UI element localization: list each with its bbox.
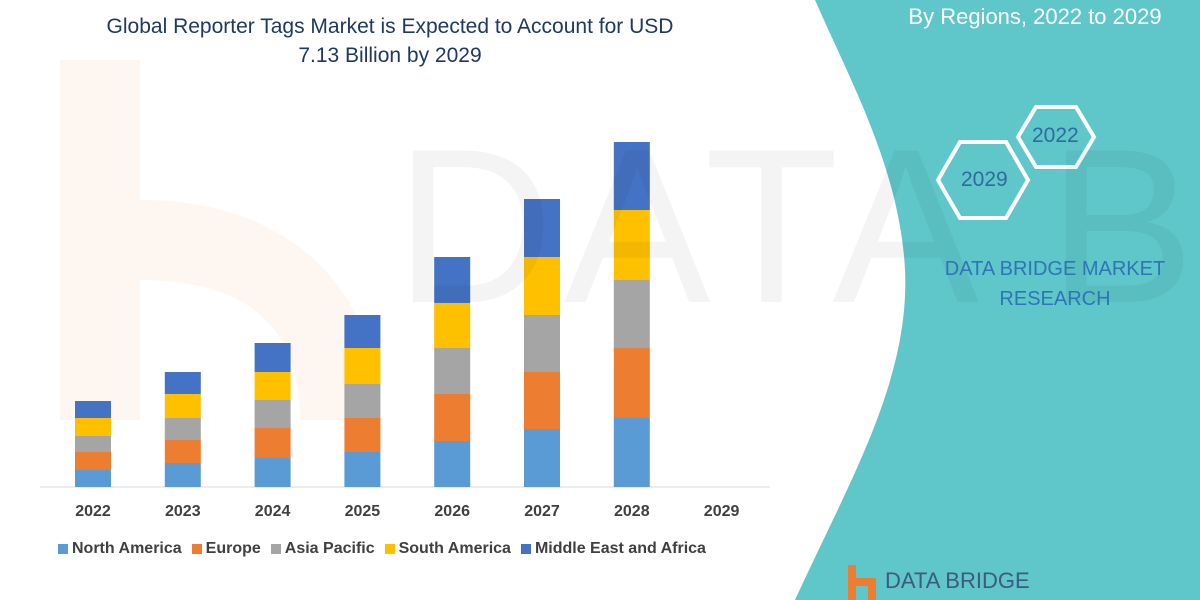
- x-tick-label: 2029: [703, 503, 740, 520]
- legend-item: North America: [58, 540, 182, 558]
- bar-segment-2027-south-america: [524, 257, 560, 315]
- bar-segment-2026-europe: [434, 394, 471, 441]
- legend-swatch: [384, 544, 395, 554]
- bars-group: [75, 142, 650, 487]
- legend-label: Middle East and Africa: [534, 540, 706, 557]
- brand-text: DATA BRIDGE MARKET RESEARCH: [925, 254, 1185, 314]
- bar-segment-2027-europe: [524, 372, 560, 429]
- brand-line-2: RESEARCH: [999, 288, 1111, 310]
- bar-segment-2023-north-america: [164, 463, 201, 487]
- bar-segment-2022-middle-east-and-africa: [75, 401, 111, 418]
- x-tick-label: 2026: [434, 503, 470, 520]
- x-tick-label: 2027: [524, 503, 560, 520]
- legend-swatch: [58, 544, 68, 554]
- bar-segment-2025-north-america: [344, 452, 381, 487]
- title-line-2: 7.13 Billion by 2029: [298, 44, 482, 67]
- bar-segment-2026-asia-pacific: [434, 348, 471, 394]
- x-tick-label: 2024: [254, 503, 291, 520]
- hexagon-2022: [1015, 105, 1097, 169]
- logo-text: DATA BRIDGE: [885, 568, 1030, 593]
- watermark-text: DATA BRIDGE: [395, 100, 1200, 353]
- bar-segment-2026-south-america: [434, 303, 471, 348]
- bar-segment-2022-south-america: [75, 418, 111, 436]
- legend: North America Europe Asia Pacific South Ame…: [58, 540, 706, 558]
- x-tick-label: 2025: [344, 503, 381, 520]
- bar-segment-2028-europe: [613, 348, 650, 418]
- legend-item: Middle East and Africa: [520, 540, 706, 558]
- legend-label: Europe: [205, 540, 261, 557]
- x-tick-label: 2028: [614, 503, 650, 520]
- legend-label: North America: [72, 540, 182, 557]
- bar-segment-2024-north-america: [254, 458, 291, 487]
- bar-segment-2026-middle-east-and-africa: [434, 257, 471, 303]
- bar-segment-2025-south-america: [344, 348, 381, 384]
- bar-segment-2025-middle-east-and-africa: [344, 315, 381, 348]
- teal-panel: [795, 0, 1200, 600]
- bar-segment-2022-north-america: [75, 470, 111, 487]
- hex-label-2029: 2029: [961, 168, 1008, 191]
- legend-label: Asia Pacific: [284, 540, 375, 557]
- hexagon-2029: [935, 140, 1031, 220]
- logo-icon: [848, 565, 876, 600]
- legend-swatch: [191, 544, 202, 554]
- chart-title: Global Reporter Tags Market is Expected …: [40, 12, 740, 70]
- bar-segment-2027-asia-pacific: [524, 315, 560, 372]
- legend-swatch: [270, 544, 281, 554]
- bar-segment-2023-asia-pacific: [164, 418, 201, 440]
- bar-segment-2028-asia-pacific: [613, 280, 650, 348]
- bar-segment-2028-north-america: [613, 418, 650, 487]
- bar-segment-2024-middle-east-and-africa: [254, 343, 291, 372]
- x-tick-label: 2023: [165, 503, 201, 520]
- bar-segment-2025-asia-pacific: [344, 384, 381, 418]
- legend-swatch: [520, 544, 531, 554]
- bar-segment-2028-middle-east-and-africa: [613, 142, 650, 210]
- bar-segment-2023-middle-east-and-africa: [164, 372, 201, 394]
- brand-line-1: DATA BRIDGE MARKET: [944, 258, 1166, 280]
- watermark-logo: [60, 60, 380, 420]
- panel-subtitle: By Regions, 2022 to 2029: [908, 4, 1162, 29]
- bar-segment-2025-europe: [344, 418, 381, 452]
- x-tick-label: 2022: [75, 503, 111, 520]
- bar-segment-2023-south-america: [164, 394, 201, 418]
- bar-segment-2028-south-america: [613, 210, 650, 280]
- legend-label: South America: [398, 540, 511, 557]
- bar-segment-2023-europe: [164, 440, 201, 463]
- title-line-1: Global Reporter Tags Market is Expected …: [106, 15, 674, 38]
- bar-segment-2022-europe: [75, 452, 111, 470]
- legend-item: Asia Pacific: [270, 540, 375, 558]
- legend-item: South America: [384, 540, 511, 558]
- bar-segment-2027-middle-east-and-africa: [524, 199, 560, 257]
- bar-segment-2024-asia-pacific: [254, 400, 291, 428]
- legend-item: Europe: [191, 540, 261, 558]
- bar-segment-2027-north-america: [524, 429, 560, 487]
- bar-segment-2026-north-america: [434, 441, 471, 487]
- bar-segment-2024-south-america: [254, 372, 291, 400]
- bar-segment-2024-europe: [254, 428, 291, 458]
- hex-label-2022: 2022: [1032, 124, 1079, 147]
- bar-segment-2022-asia-pacific: [75, 436, 111, 452]
